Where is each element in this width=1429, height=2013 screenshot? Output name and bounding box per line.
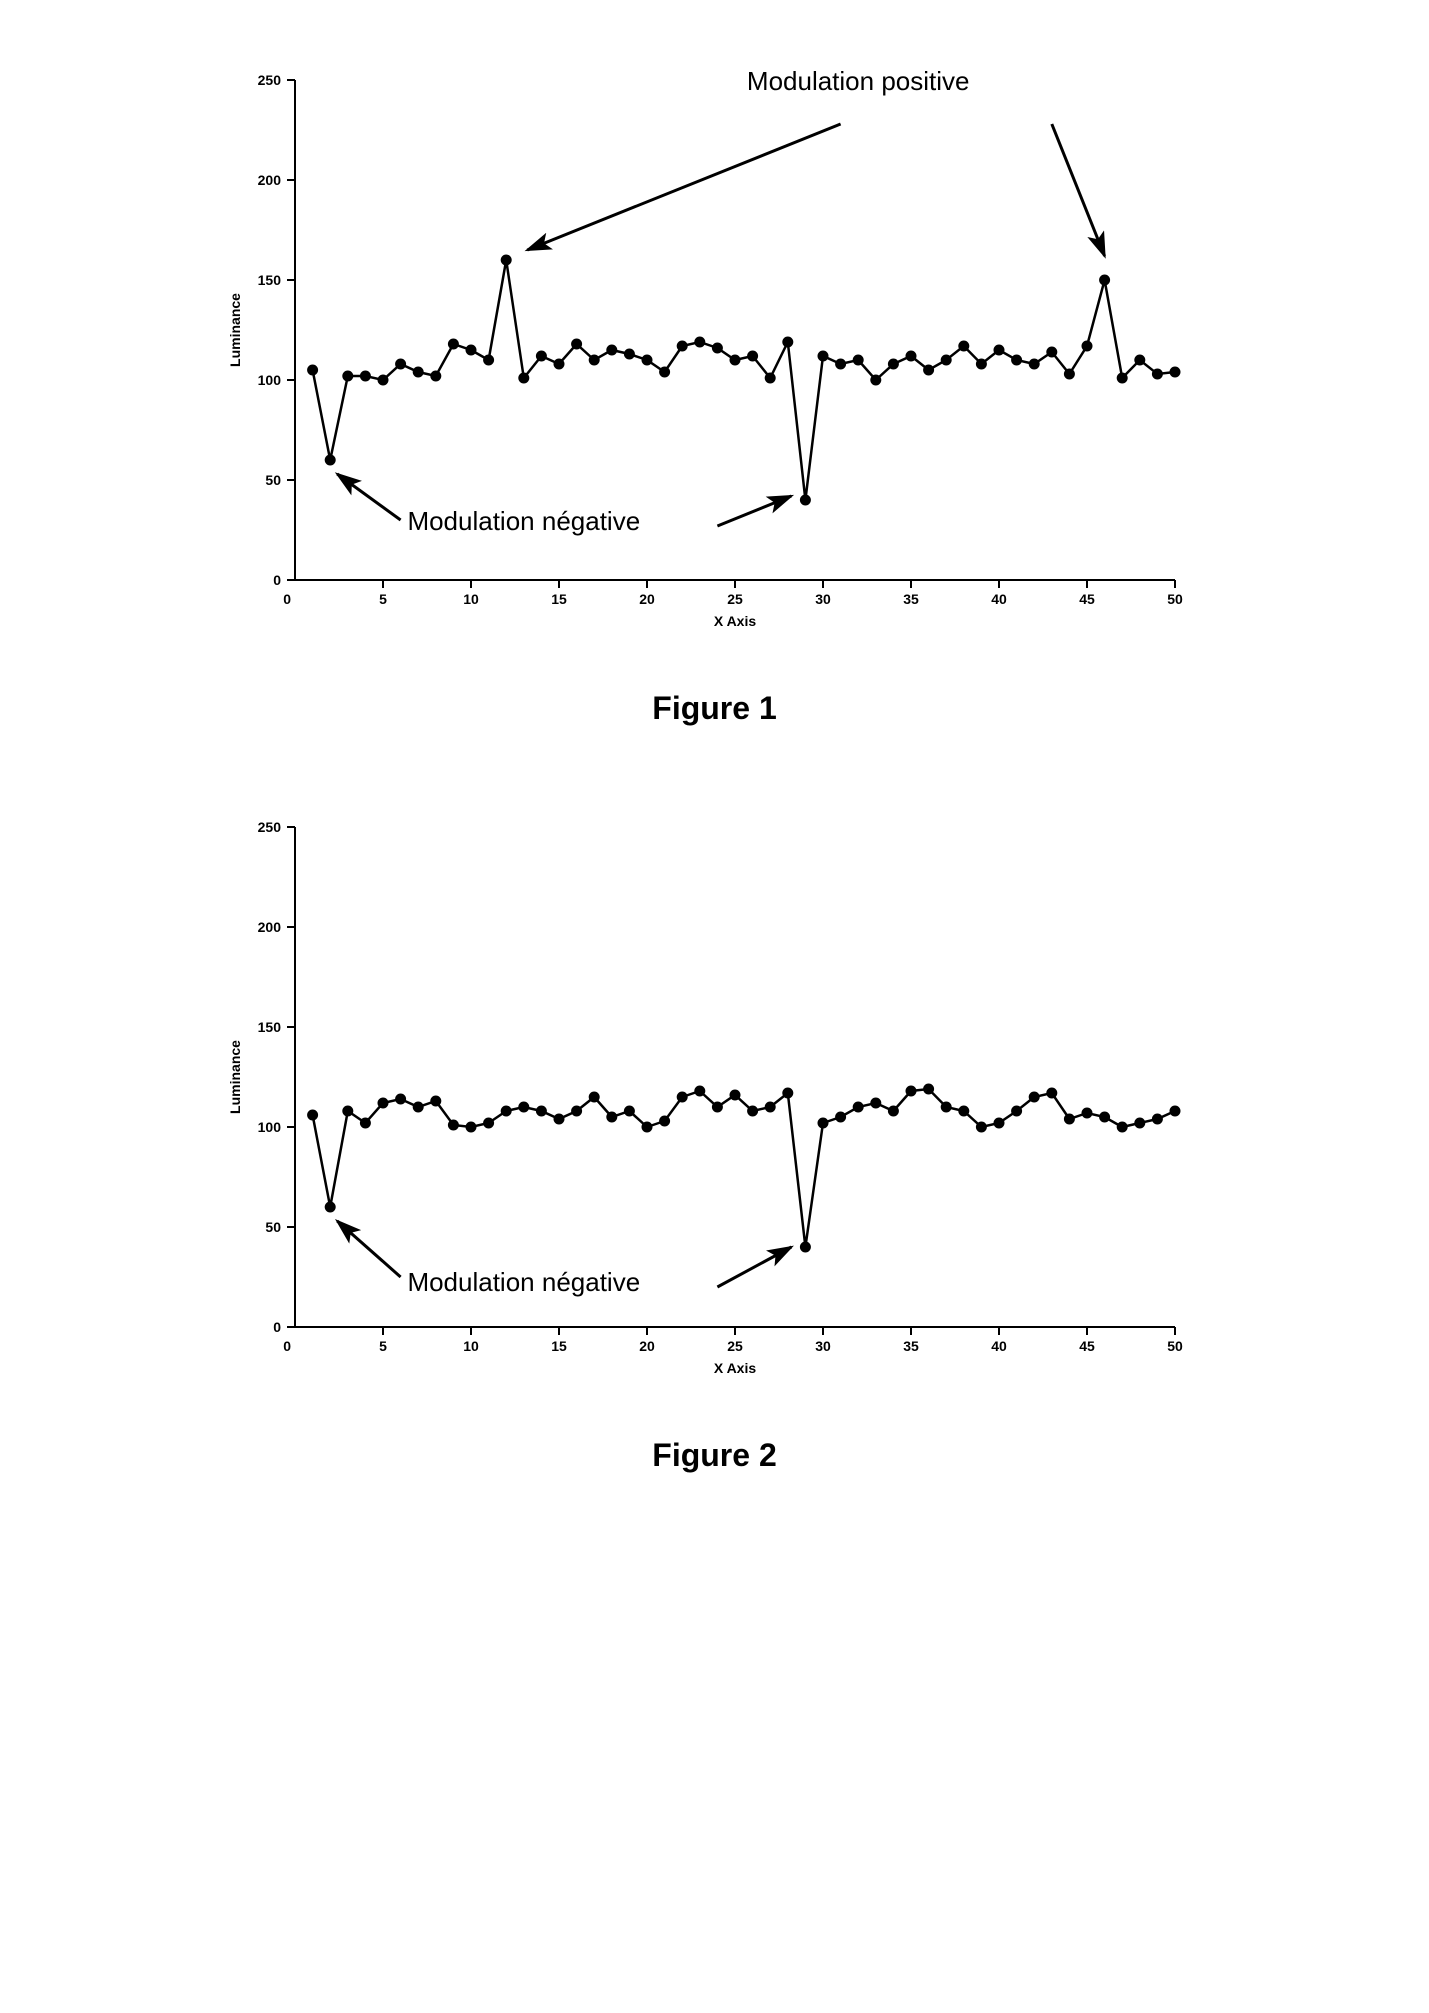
chart-2-svg: 0 50 100 150 200 250 5 10 15 20 25 30 35 40 45 50 0 X Axi… bbox=[215, 807, 1215, 1407]
svg-text:Luminance: Luminance bbox=[227, 1040, 243, 1114]
svg-text:10: 10 bbox=[463, 1338, 479, 1354]
svg-text:50: 50 bbox=[1167, 591, 1183, 607]
svg-text:Modulation positive: Modulation positive bbox=[746, 66, 969, 96]
figure-1-caption: Figure 1 bbox=[80, 690, 1349, 727]
svg-text:150: 150 bbox=[257, 272, 281, 288]
svg-text:0: 0 bbox=[283, 591, 291, 607]
svg-text:5: 5 bbox=[379, 1338, 387, 1354]
svg-text:50: 50 bbox=[265, 472, 281, 488]
svg-text:200: 200 bbox=[257, 919, 281, 935]
svg-text:35: 35 bbox=[903, 591, 919, 607]
svg-text:50: 50 bbox=[265, 1219, 281, 1235]
svg-text:40: 40 bbox=[991, 1338, 1007, 1354]
svg-text:100: 100 bbox=[257, 1119, 281, 1135]
svg-text:0: 0 bbox=[273, 1319, 281, 1335]
svg-text:45: 45 bbox=[1079, 591, 1095, 607]
svg-text:50: 50 bbox=[1167, 1338, 1183, 1354]
svg-text:100: 100 bbox=[257, 372, 281, 388]
svg-text:5: 5 bbox=[379, 591, 387, 607]
chart-1-svg: 0 50 100 150 200 250 5 10 15 20 25 30 35 40 45 50 0 X Axi… bbox=[215, 60, 1215, 660]
svg-text:X Axis: X Axis bbox=[713, 1360, 755, 1376]
svg-text:40: 40 bbox=[991, 591, 1007, 607]
svg-text:0: 0 bbox=[273, 572, 281, 588]
svg-text:Modulation négative: Modulation négative bbox=[407, 506, 640, 536]
chart-2-wrap: 0 50 100 150 200 250 5 10 15 20 25 30 35 40 45 50 0 X Axi… bbox=[215, 807, 1215, 1407]
svg-text:Modulation négative: Modulation négative bbox=[407, 1267, 640, 1297]
svg-text:Luminance: Luminance bbox=[227, 293, 243, 367]
figure-2-caption: Figure 2 bbox=[80, 1437, 1349, 1474]
svg-text:30: 30 bbox=[815, 1338, 831, 1354]
svg-text:25: 25 bbox=[727, 1338, 743, 1354]
svg-text:35: 35 bbox=[903, 1338, 919, 1354]
svg-text:30: 30 bbox=[815, 591, 831, 607]
svg-text:0: 0 bbox=[283, 1338, 291, 1354]
svg-text:250: 250 bbox=[257, 72, 281, 88]
svg-text:250: 250 bbox=[257, 819, 281, 835]
figure-2-block: 0 50 100 150 200 250 5 10 15 20 25 30 35 40 45 50 0 X Axi… bbox=[80, 807, 1349, 1474]
svg-text:X Axis: X Axis bbox=[713, 613, 755, 629]
svg-text:20: 20 bbox=[639, 591, 655, 607]
svg-text:15: 15 bbox=[551, 591, 567, 607]
svg-text:45: 45 bbox=[1079, 1338, 1095, 1354]
chart-1-wrap: 0 50 100 150 200 250 5 10 15 20 25 30 35 40 45 50 0 X Axi… bbox=[215, 60, 1215, 660]
svg-text:200: 200 bbox=[257, 172, 281, 188]
svg-text:10: 10 bbox=[463, 591, 479, 607]
svg-text:15: 15 bbox=[551, 1338, 567, 1354]
figure-1-block: 0 50 100 150 200 250 5 10 15 20 25 30 35 40 45 50 0 X Axi… bbox=[80, 60, 1349, 727]
svg-text:150: 150 bbox=[257, 1019, 281, 1035]
svg-text:20: 20 bbox=[639, 1338, 655, 1354]
svg-text:25: 25 bbox=[727, 591, 743, 607]
